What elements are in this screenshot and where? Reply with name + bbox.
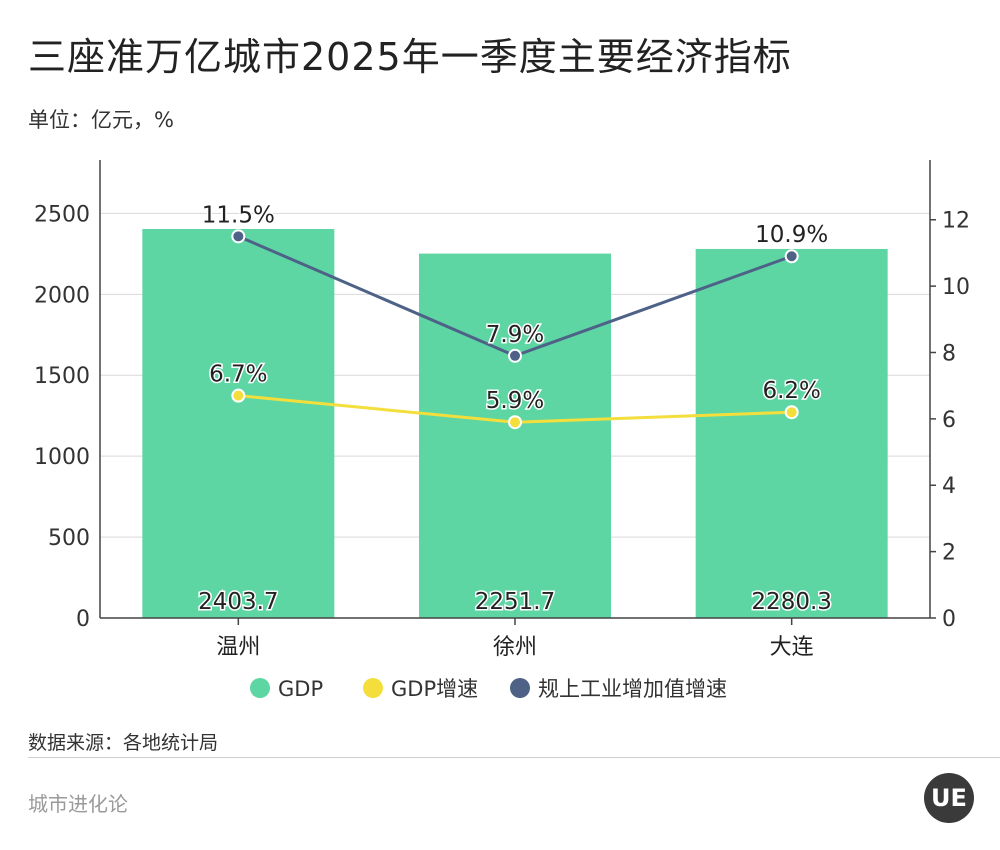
bar-gdp [142,228,335,618]
legend-label: 规上工业增加值增速 [538,677,727,701]
line-point [231,229,246,244]
x-tick-label: 徐州 [493,635,537,660]
y-right-tick-label: 8 [942,341,956,366]
line-value-label: 5.9% [486,388,544,414]
footer-brand: 城市进化论 [28,792,128,816]
y-left-tick-label: 2000 [34,283,90,308]
y-left-tick-label: 500 [48,526,90,551]
bar-value-label: 2280.3 [751,589,831,615]
y-right-tick-label: 12 [942,209,970,234]
legend-label: GDP增速 [391,677,478,701]
y-left-tick-label: 0 [76,607,90,632]
line-point [508,348,522,363]
line-point [784,405,799,420]
data-source: 数据来源：各地统计局 [28,732,219,754]
line-value-label: 6.2% [762,378,820,404]
y-right-tick-label: 4 [942,474,956,499]
line-point [508,415,522,430]
line-value-label: 10.9% [755,222,828,248]
legend-marker [510,678,530,698]
line-point [231,388,246,403]
footer-divider [28,757,1000,758]
brand-logo-icon: UE [924,773,974,823]
bar-gdp [695,248,888,619]
line-value-label: 7.9% [486,322,544,348]
bar-gdp [419,253,611,618]
y-right-tick-label: 6 [942,408,956,433]
y-left-tick-label: 1000 [34,445,90,470]
legend-label: GDP [278,677,323,701]
unit-label: 单位：亿元，% [28,108,174,132]
y-right-tick-label: 0 [942,607,956,632]
legend-marker [250,678,270,698]
bar-value-label: 2251.7 [475,589,555,615]
x-tick-label: 大连 [770,635,814,660]
y-left-tick-label: 2500 [34,202,90,227]
legend-marker [363,678,383,698]
y-left-tick-label: 1500 [34,364,90,389]
bar-value-label: 2403.7 [198,589,278,615]
y-right-tick-label: 2 [942,541,956,566]
line-value-label: 11.5% [202,202,275,228]
y-right-tick-label: 10 [942,275,970,300]
line-value-label: 6.7% [209,362,267,388]
combo-chart: 0 500 1000 1500 2000 2500 0 2 4 6 8 10 12 温州 徐州 大连 2403… [34,160,970,701]
x-tick-label: 温州 [216,635,260,660]
line-point [784,249,799,264]
chart-title: 三座准万亿城市2025年一季度主要经济指标 [28,35,792,79]
